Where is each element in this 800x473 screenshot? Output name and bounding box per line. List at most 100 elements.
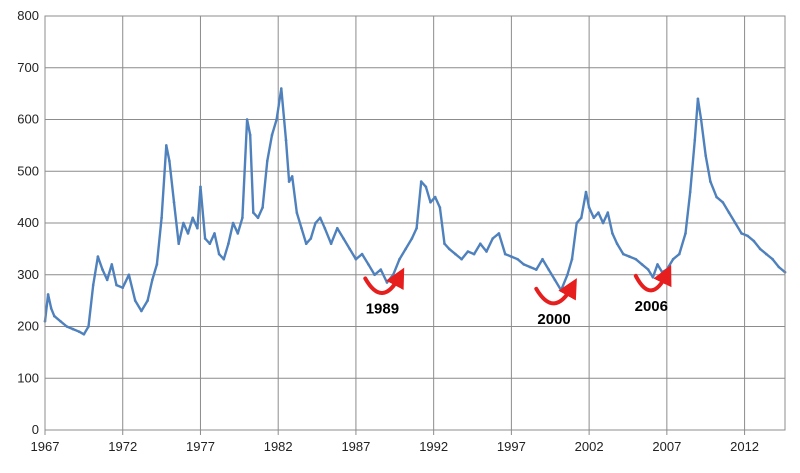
data-point	[196, 226, 199, 230]
data-point	[497, 232, 501, 235]
data-point	[443, 242, 446, 245]
data-point	[479, 242, 482, 245]
data-point	[127, 273, 131, 277]
data-point	[336, 226, 339, 230]
data-point	[651, 276, 655, 279]
data-point	[280, 87, 283, 90]
data-point	[146, 299, 149, 302]
data-point	[49, 307, 53, 310]
y-tick-label: 800	[17, 8, 39, 23]
data-point	[275, 118, 278, 121]
y-tick-label: 200	[17, 319, 39, 334]
data-point	[634, 257, 638, 261]
data-point	[516, 257, 519, 261]
data-point	[329, 242, 333, 245]
data-point	[688, 190, 692, 194]
axis-layer: 0 100 200 300 400 500 600 700 800 1967 1972 1977 198…	[17, 8, 786, 454]
data-point	[213, 232, 216, 235]
data-point	[693, 138, 697, 142]
data-point	[503, 252, 507, 256]
y-tick-label: 500	[17, 163, 39, 178]
data-point	[699, 118, 703, 121]
data-point	[252, 211, 255, 214]
data-point	[580, 216, 583, 220]
data-point	[559, 289, 563, 292]
data-point	[584, 190, 588, 194]
data-point	[360, 252, 364, 256]
data-point	[454, 252, 457, 256]
data-point	[460, 257, 463, 261]
data-point	[472, 252, 476, 256]
data-point	[727, 211, 731, 214]
annotation-arrow	[363, 267, 405, 295]
data-point	[684, 232, 687, 235]
data-point	[208, 242, 212, 245]
data-point	[96, 255, 100, 258]
annotation-label: 2006	[635, 298, 668, 315]
x-tick-label: 1987	[341, 439, 370, 454]
annotation-label: 2000	[537, 311, 570, 328]
annotation-label: 1989	[366, 301, 399, 318]
data-point	[570, 257, 574, 261]
data-point	[256, 216, 260, 220]
x-tick-label: 1982	[264, 439, 293, 454]
data-point	[656, 263, 659, 266]
x-tick-label: 2002	[575, 439, 604, 454]
data-point	[433, 195, 437, 199]
data-point	[245, 118, 249, 121]
data-point	[287, 180, 291, 183]
data-point	[592, 216, 596, 220]
data-point	[575, 221, 578, 225]
data-point	[284, 138, 288, 142]
data-point	[373, 273, 376, 277]
data-point	[628, 255, 631, 258]
data-point	[660, 270, 664, 274]
annotation-layer: 1989 2000 2006	[363, 264, 672, 328]
data-point	[665, 268, 669, 271]
y-tick-label: 700	[17, 60, 39, 75]
data-point	[615, 242, 619, 245]
data-point	[734, 221, 737, 225]
data-point	[318, 216, 322, 220]
data-point	[709, 180, 712, 183]
data-point	[133, 299, 137, 302]
data-point	[241, 216, 244, 220]
data-point	[601, 221, 605, 225]
data-point	[438, 206, 442, 209]
data-point	[309, 237, 313, 240]
plot-frame	[44, 15, 786, 431]
data-point	[172, 201, 176, 204]
data-point	[199, 185, 202, 189]
data-point	[87, 325, 90, 328]
data-point	[379, 268, 383, 271]
x-tick-label: 1977	[186, 439, 215, 454]
data-point	[535, 268, 538, 271]
data-point	[348, 247, 352, 251]
data-point	[528, 265, 532, 269]
data-point	[160, 216, 163, 220]
data-point	[597, 211, 600, 214]
data-point	[752, 239, 756, 243]
data-point	[410, 237, 414, 240]
data-point	[231, 221, 235, 225]
data-point	[758, 247, 762, 251]
data-point	[266, 159, 269, 163]
data-point	[541, 257, 544, 261]
data-point	[553, 278, 557, 282]
data-point	[115, 283, 118, 287]
data-point	[177, 242, 180, 245]
data-point	[646, 268, 650, 271]
data-point	[447, 247, 451, 251]
data-point	[777, 265, 781, 269]
data-point	[261, 206, 264, 209]
data-point	[91, 283, 95, 287]
y-tick-label: 400	[17, 215, 39, 230]
data-point	[419, 180, 423, 183]
data-point	[640, 263, 644, 266]
annotation-arrow	[633, 264, 672, 293]
data-point	[168, 159, 171, 163]
x-tick-label: 1992	[419, 439, 448, 454]
data-point	[186, 232, 190, 235]
data-point	[566, 273, 569, 277]
